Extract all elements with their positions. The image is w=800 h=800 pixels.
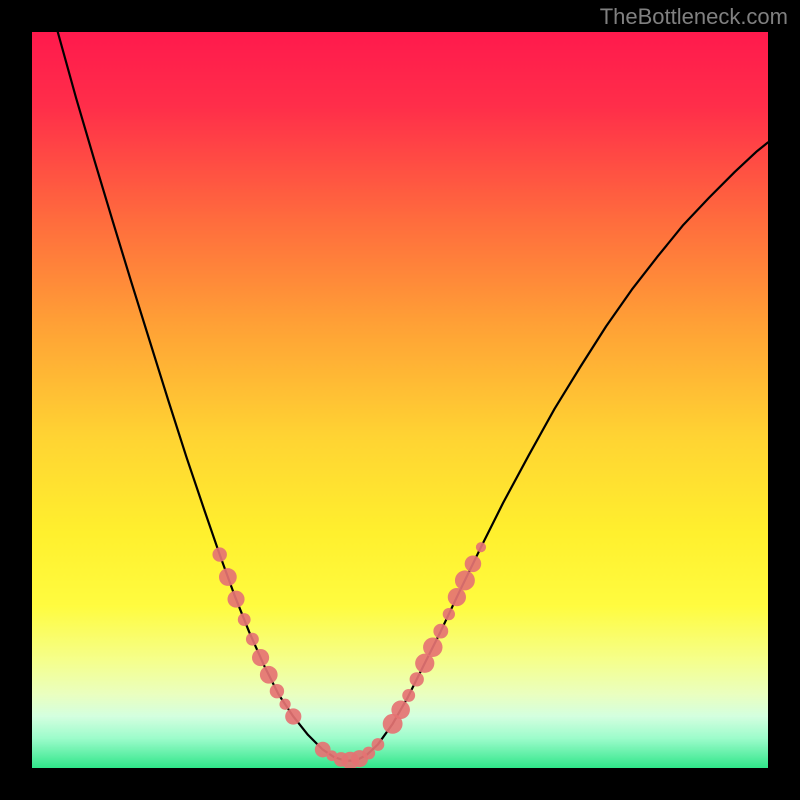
plot-area — [32, 32, 768, 768]
gradient-background — [32, 32, 768, 768]
watermark-text: TheBottleneck.com — [600, 4, 788, 30]
chart-stage: TheBottleneck.com — [0, 0, 800, 800]
